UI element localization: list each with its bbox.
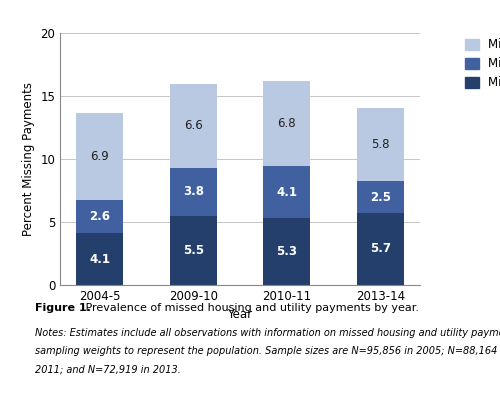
Text: 2011; and N=72,919 in 2013.: 2011; and N=72,919 in 2013. <box>35 364 181 374</box>
Text: 6.8: 6.8 <box>278 117 296 130</box>
Text: 5.3: 5.3 <box>276 245 297 258</box>
X-axis label: Year: Year <box>228 309 252 321</box>
Text: 2.6: 2.6 <box>89 210 110 223</box>
Text: sampling weights to represent the population. Sample sizes are N=95,856 in 2005;: sampling weights to represent the popula… <box>35 346 500 356</box>
Legend: Miss Util., Miss Hous., Miss Both: Miss Util., Miss Hous., Miss Both <box>464 39 500 89</box>
Text: Prevalence of missed housing and utility payments by year.: Prevalence of missed housing and utility… <box>82 303 419 313</box>
Bar <box>170 84 216 168</box>
Text: 2.5: 2.5 <box>370 191 391 204</box>
Text: 6.9: 6.9 <box>90 150 109 163</box>
Bar <box>264 81 310 166</box>
Bar <box>357 108 404 182</box>
Bar <box>357 213 404 285</box>
Text: Figure 1.: Figure 1. <box>35 303 91 313</box>
Text: 5.5: 5.5 <box>182 244 204 257</box>
Text: Notes: Estimates include all observations with information on missed housing and: Notes: Estimates include all observation… <box>35 328 500 338</box>
Text: 5.8: 5.8 <box>371 138 390 151</box>
Text: 4.1: 4.1 <box>276 186 297 199</box>
Text: 5.7: 5.7 <box>370 243 391 256</box>
Bar <box>76 113 123 200</box>
Bar <box>357 182 404 213</box>
Bar <box>170 168 216 216</box>
Text: 4.1: 4.1 <box>89 252 110 265</box>
Bar <box>264 218 310 285</box>
Bar <box>76 200 123 233</box>
Text: 3.8: 3.8 <box>182 185 204 198</box>
Y-axis label: Percent Missing Payments: Percent Missing Payments <box>22 82 35 236</box>
Text: 6.6: 6.6 <box>184 119 203 132</box>
Bar <box>170 216 216 285</box>
Bar <box>264 166 310 218</box>
Bar <box>76 233 123 285</box>
